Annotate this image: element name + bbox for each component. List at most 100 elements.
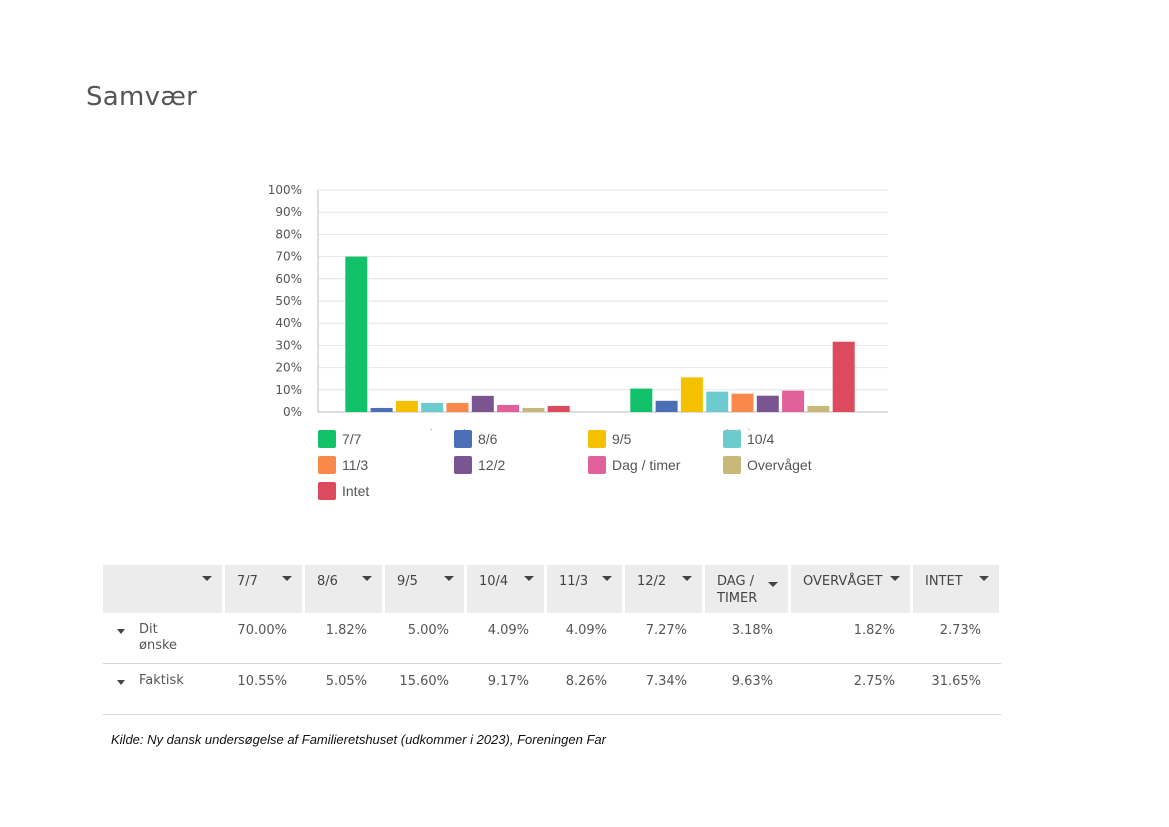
table-row-header[interactable]: Faktisk bbox=[103, 664, 225, 714]
table-header-cell[interactable]: DAG / TIMER bbox=[705, 565, 791, 613]
y-tick-label: 90% bbox=[275, 205, 302, 219]
y-tick-label: 10% bbox=[275, 383, 302, 397]
legend-swatch bbox=[454, 456, 472, 474]
table-cell: 7.27% bbox=[645, 623, 687, 638]
y-tick-label: 30% bbox=[275, 338, 302, 352]
bar-12-2-1 bbox=[756, 395, 779, 412]
legend-label: Overvåget bbox=[747, 457, 812, 473]
y-tick-label: 40% bbox=[275, 316, 302, 330]
table-header-label: INTET bbox=[925, 574, 963, 589]
bar-9-5-1 bbox=[680, 377, 703, 412]
bar-10-4-1 bbox=[706, 391, 729, 412]
table-cell: 2.75% bbox=[853, 674, 895, 689]
y-tick-label: 60% bbox=[275, 272, 302, 286]
legend-item[interactable]: 10/4 bbox=[723, 430, 774, 448]
chevron-down-icon[interactable] bbox=[362, 576, 372, 581]
table-header-cell[interactable]: 7/7 bbox=[225, 565, 305, 613]
table-cell: 8.26% bbox=[565, 674, 607, 689]
legend-item[interactable]: 11/3 bbox=[318, 456, 368, 474]
table-header-row: 7/7 8/6 9/5 10/4 11/3 12/2 DAG / TIMER OVERVÅGE… bbox=[103, 565, 1001, 613]
chevron-down-icon[interactable] bbox=[602, 576, 612, 581]
bar-9-5-0 bbox=[395, 400, 418, 412]
chevron-down-icon[interactable] bbox=[117, 680, 125, 685]
table-header-label: 10/4 bbox=[479, 574, 509, 589]
table-cell: 2.73% bbox=[939, 623, 981, 638]
y-tick-label: 50% bbox=[275, 294, 302, 308]
table-cell: 5.00% bbox=[407, 623, 449, 638]
bar-overv-get-1 bbox=[807, 405, 830, 412]
table-header-cell[interactable]: OVERVÅGET bbox=[791, 565, 913, 613]
chevron-down-icon[interactable] bbox=[202, 576, 212, 581]
table-cell: 1.82% bbox=[325, 623, 367, 638]
chevron-down-icon[interactable] bbox=[890, 576, 900, 581]
table-cell: 10.55% bbox=[237, 674, 287, 689]
table-header-cell[interactable]: 9/5 bbox=[385, 565, 467, 613]
legend-item[interactable]: 8/6 bbox=[454, 430, 497, 448]
bar-dag-timer-1 bbox=[782, 390, 805, 412]
legend-swatch bbox=[454, 430, 472, 448]
chevron-down-icon[interactable] bbox=[444, 576, 454, 581]
table-cell: 31.65% bbox=[931, 674, 981, 689]
table-row: Dit ønske 70.00% 1.82% 5.00% 4.09% 4.09% 7.27%… bbox=[103, 613, 1001, 664]
legend-item[interactable]: Intet bbox=[318, 482, 369, 500]
legend-item[interactable]: 9/5 bbox=[588, 430, 631, 448]
table-header-label: 12/2 bbox=[637, 574, 667, 589]
table-header-corner[interactable] bbox=[103, 565, 225, 613]
legend-swatch bbox=[318, 430, 336, 448]
table-header-cell[interactable]: INTET bbox=[913, 565, 999, 613]
bar-8-6-1 bbox=[655, 400, 678, 412]
chevron-down-icon[interactable] bbox=[682, 576, 692, 581]
legend-label: 10/4 bbox=[747, 431, 775, 447]
legend-swatch bbox=[318, 482, 336, 500]
legend-item[interactable]: Overvåget bbox=[723, 456, 812, 474]
bar-11-3-1 bbox=[731, 393, 754, 412]
table-cell: 9.63% bbox=[731, 674, 773, 689]
bar-overv-get-0 bbox=[522, 407, 545, 412]
table-header-cell[interactable]: 12/2 bbox=[625, 565, 705, 613]
table-cell: 1.82% bbox=[853, 623, 895, 638]
table-body: Dit ønske 70.00% 1.82% 5.00% 4.09% 4.09% 7.27%… bbox=[103, 613, 1001, 715]
legend-item[interactable]: 7/7 bbox=[318, 430, 361, 448]
table-cell: 15.60% bbox=[399, 674, 449, 689]
legend-item[interactable]: 12/2 bbox=[454, 456, 505, 474]
legend-swatch bbox=[588, 430, 606, 448]
table-header-label: DAG / TIMER bbox=[717, 574, 758, 606]
table-row: Faktisk 10.55% 5.05% 15.60% 9.17% 8.26% 7.34% 9… bbox=[103, 664, 1001, 715]
bar-intet-1 bbox=[832, 341, 855, 412]
legend-label: 12/2 bbox=[478, 457, 506, 473]
y-tick-label: 0% bbox=[283, 405, 302, 419]
table-row-label: Faktisk bbox=[139, 673, 184, 688]
table-header-cell[interactable]: 10/4 bbox=[467, 565, 547, 613]
bar-7-7-0 bbox=[345, 256, 368, 412]
chevron-down-icon[interactable] bbox=[117, 629, 125, 634]
bar-12-2-0 bbox=[471, 395, 494, 412]
legend-item[interactable]: Dag / timer bbox=[588, 456, 680, 474]
y-tick-label: 20% bbox=[275, 361, 302, 375]
table-header-label: 9/5 bbox=[397, 574, 418, 589]
x-category-label: Dit ønske bbox=[420, 428, 476, 430]
table-header-label: 11/3 bbox=[559, 574, 589, 589]
bar-8-6-0 bbox=[370, 407, 393, 412]
source-note: Kilde: Ny dansk undersøgelse af Familier… bbox=[111, 732, 606, 747]
table-header-cell[interactable]: 8/6 bbox=[305, 565, 385, 613]
x-category-label: Faktisk bbox=[713, 428, 754, 430]
table-cell: 4.09% bbox=[565, 623, 607, 638]
chevron-down-icon[interactable] bbox=[282, 576, 292, 581]
table-cell: 5.05% bbox=[325, 674, 367, 689]
legend-label: 9/5 bbox=[612, 431, 632, 447]
chevron-down-icon[interactable] bbox=[979, 576, 989, 581]
legend-label: Dag / timer bbox=[612, 457, 681, 473]
chevron-down-icon[interactable] bbox=[768, 582, 778, 587]
chevron-down-icon[interactable] bbox=[524, 576, 534, 581]
legend-swatch bbox=[723, 430, 741, 448]
table-header-cell[interactable]: 11/3 bbox=[547, 565, 625, 613]
table-row-label: Dit ønske bbox=[139, 622, 178, 653]
table-header-label: 8/6 bbox=[317, 574, 338, 589]
legend-swatch bbox=[588, 456, 606, 474]
bar-intet-0 bbox=[547, 405, 570, 412]
table-cell: 4.09% bbox=[487, 623, 529, 638]
legend-label: Intet bbox=[342, 483, 370, 499]
y-tick-label: 70% bbox=[275, 250, 302, 264]
results-table: 7/7 8/6 9/5 10/4 11/3 12/2 DAG / TIMER OVERVÅGE… bbox=[103, 565, 1001, 715]
table-row-header[interactable]: Dit ønske bbox=[103, 613, 225, 663]
